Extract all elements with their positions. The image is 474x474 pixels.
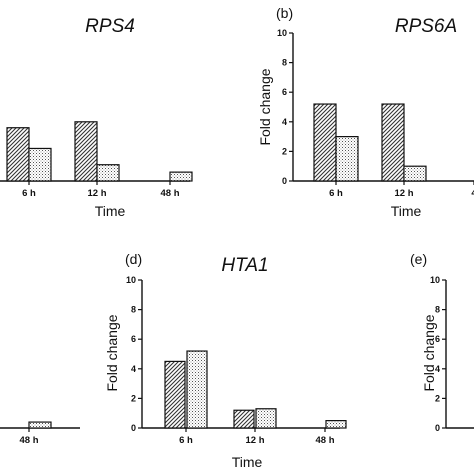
bar-dotted <box>186 350 208 429</box>
bar-hatched <box>313 103 337 182</box>
y-tick-label: 8 <box>131 305 136 315</box>
y-tick-label: 0 <box>131 423 136 433</box>
y-tick-label: 4 <box>435 364 440 374</box>
panel-4: (d) HTA1 0 2 4 6 8 10 Fold change 6 h 12 h 48 h Time <box>104 251 347 470</box>
y-tick-label: 6 <box>435 334 440 344</box>
panel-5: (e) 0 2 4 6 8 10 Fold change <box>410 251 474 433</box>
y-tick-label: 0 <box>435 423 440 433</box>
bar-dotted <box>403 165 427 182</box>
bar-hatched <box>381 103 405 182</box>
y-tick-label: 2 <box>435 393 440 403</box>
y-tick-label: 2 <box>131 393 136 403</box>
bar-dotted <box>96 164 120 182</box>
x-axis-label: Time <box>391 203 422 219</box>
panel-title: HTA1 <box>221 255 268 276</box>
x-tick-label: 6 h <box>179 435 193 446</box>
bar-dotted <box>28 421 52 429</box>
panel-2: (b) RPS6A 0 2 4 6 8 10 Fold change 6 h 12 h 4 Time <box>257 5 474 219</box>
bar-hatched <box>6 127 30 182</box>
x-tick-label: 12 h <box>245 435 264 446</box>
y-tick-label: 4 <box>131 364 136 374</box>
bar-dotted <box>169 171 193 182</box>
x-tick-label: 48 h <box>315 435 334 446</box>
y-axis-label: Fold change <box>257 68 273 145</box>
bar-dotted <box>255 408 277 429</box>
bar-hatched <box>74 121 98 182</box>
y-tick-label: 10 <box>430 275 440 285</box>
y-axis-label: Fold change <box>104 314 120 391</box>
panel-label: (e) <box>410 251 427 267</box>
x-tick-label: 12 h <box>87 188 106 199</box>
panel-title: RPS4 <box>85 16 135 37</box>
y-axis-label: Fold change <box>421 314 437 391</box>
y-tick-label: 2 <box>282 146 287 156</box>
x-tick-label: 6 h <box>329 188 343 199</box>
x-tick-label: 6 h <box>22 188 36 199</box>
panel-title: RPS6A <box>395 16 457 37</box>
panel-3: 48 h <box>0 421 80 446</box>
y-tick-label: 6 <box>131 334 136 344</box>
x-tick-label: 4 <box>471 188 474 199</box>
y-tick-label: 8 <box>435 305 440 315</box>
y-tick-label: 10 <box>126 275 136 285</box>
x-tick-label: 48 h <box>19 435 38 446</box>
y-tick-label: 4 <box>282 117 287 127</box>
panel-label: (b) <box>276 5 293 21</box>
panel-label: (d) <box>125 251 142 267</box>
x-axis-label: Time <box>232 454 263 470</box>
x-axis-label: Time <box>95 203 126 219</box>
bar-hatched <box>233 409 255 429</box>
y-tick-label: 6 <box>282 87 287 97</box>
y-tick-label: 8 <box>282 58 287 68</box>
x-tick-label: 48 h <box>160 188 179 199</box>
y-tick-label: 10 <box>277 28 287 38</box>
bar-dotted <box>335 136 359 182</box>
y-tick-label: 0 <box>282 176 287 186</box>
panel-1: RPS4 6 h 12 h 48 h Time <box>0 16 193 219</box>
bar-hatched <box>164 360 186 429</box>
bar-dotted <box>28 147 52 182</box>
x-tick-label: 12 h <box>394 188 413 199</box>
bar-dotted <box>325 420 347 429</box>
